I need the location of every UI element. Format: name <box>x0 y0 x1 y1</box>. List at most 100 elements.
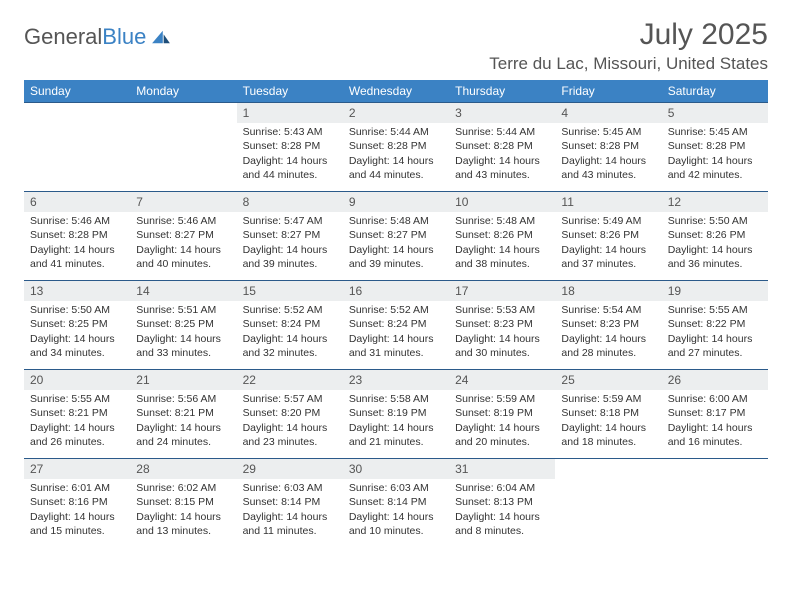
sunset-line: Sunset: 8:27 PM <box>243 228 337 242</box>
day-body: Sunrise: 5:56 AMSunset: 8:21 PMDaylight:… <box>130 390 236 455</box>
sunset-line: Sunset: 8:20 PM <box>243 406 337 420</box>
daylight-line: Daylight: 14 hours and 31 minutes. <box>349 332 443 360</box>
day-header-sat: Saturday <box>662 80 768 102</box>
day-body: Sunrise: 5:46 AMSunset: 8:28 PMDaylight:… <box>24 212 130 277</box>
day-body: Sunrise: 5:48 AMSunset: 8:27 PMDaylight:… <box>343 212 449 277</box>
sunset-line: Sunset: 8:28 PM <box>349 139 443 153</box>
day-body: Sunrise: 6:01 AMSunset: 8:16 PMDaylight:… <box>24 479 130 544</box>
day-cell: 17Sunrise: 5:53 AMSunset: 8:23 PMDayligh… <box>449 281 555 369</box>
day-body: Sunrise: 5:45 AMSunset: 8:28 PMDaylight:… <box>662 123 768 188</box>
daylight-line: Daylight: 14 hours and 34 minutes. <box>30 332 124 360</box>
sunrise-line: Sunrise: 5:50 AM <box>668 214 762 228</box>
month-title: July 2025 <box>489 18 768 52</box>
week-row: 1Sunrise: 5:43 AMSunset: 8:28 PMDaylight… <box>24 102 768 191</box>
daylight-line: Daylight: 14 hours and 26 minutes. <box>30 421 124 449</box>
day-cell: 19Sunrise: 5:55 AMSunset: 8:22 PMDayligh… <box>662 281 768 369</box>
daylight-line: Daylight: 14 hours and 41 minutes. <box>30 243 124 271</box>
brand-logo: GeneralBlue <box>24 18 172 50</box>
daylight-line: Daylight: 14 hours and 27 minutes. <box>668 332 762 360</box>
sunset-line: Sunset: 8:19 PM <box>349 406 443 420</box>
sunset-line: Sunset: 8:26 PM <box>668 228 762 242</box>
day-header-wed: Wednesday <box>343 80 449 102</box>
sunset-line: Sunset: 8:21 PM <box>30 406 124 420</box>
day-number: 8 <box>237 192 343 212</box>
sunset-line: Sunset: 8:28 PM <box>30 228 124 242</box>
sunrise-line: Sunrise: 6:02 AM <box>136 481 230 495</box>
day-number: 14 <box>130 281 236 301</box>
sunrise-line: Sunrise: 5:50 AM <box>30 303 124 317</box>
day-number: 23 <box>343 370 449 390</box>
day-body: Sunrise: 6:04 AMSunset: 8:13 PMDaylight:… <box>449 479 555 544</box>
daylight-line: Daylight: 14 hours and 43 minutes. <box>561 154 655 182</box>
day-number: 31 <box>449 459 555 479</box>
sunset-line: Sunset: 8:28 PM <box>455 139 549 153</box>
sunset-line: Sunset: 8:25 PM <box>136 317 230 331</box>
day-number: 21 <box>130 370 236 390</box>
day-number: 29 <box>237 459 343 479</box>
sunrise-line: Sunrise: 5:52 AM <box>243 303 337 317</box>
day-number: 22 <box>237 370 343 390</box>
day-header-tue: Tuesday <box>237 80 343 102</box>
day-cell <box>555 459 661 547</box>
day-cell: 27Sunrise: 6:01 AMSunset: 8:16 PMDayligh… <box>24 459 130 547</box>
sunrise-line: Sunrise: 5:44 AM <box>455 125 549 139</box>
sunset-line: Sunset: 8:21 PM <box>136 406 230 420</box>
brand-name: GeneralBlue <box>24 24 146 50</box>
day-body: Sunrise: 5:44 AMSunset: 8:28 PMDaylight:… <box>449 123 555 188</box>
day-body: Sunrise: 5:50 AMSunset: 8:25 PMDaylight:… <box>24 301 130 366</box>
sunset-line: Sunset: 8:28 PM <box>243 139 337 153</box>
day-number: 17 <box>449 281 555 301</box>
day-body: Sunrise: 5:46 AMSunset: 8:27 PMDaylight:… <box>130 212 236 277</box>
day-number: 18 <box>555 281 661 301</box>
day-body: Sunrise: 6:03 AMSunset: 8:14 PMDaylight:… <box>237 479 343 544</box>
daylight-line: Daylight: 14 hours and 39 minutes. <box>349 243 443 271</box>
sunrise-line: Sunrise: 5:58 AM <box>349 392 443 406</box>
day-number: 27 <box>24 459 130 479</box>
daylight-line: Daylight: 14 hours and 33 minutes. <box>136 332 230 360</box>
page-header: GeneralBlue July 2025 Terre du Lac, Miss… <box>24 18 768 74</box>
day-number: 28 <box>130 459 236 479</box>
sunset-line: Sunset: 8:23 PM <box>561 317 655 331</box>
day-header-fri: Friday <box>555 80 661 102</box>
sunset-line: Sunset: 8:25 PM <box>30 317 124 331</box>
day-cell: 29Sunrise: 6:03 AMSunset: 8:14 PMDayligh… <box>237 459 343 547</box>
day-body: Sunrise: 6:00 AMSunset: 8:17 PMDaylight:… <box>662 390 768 455</box>
day-number: 16 <box>343 281 449 301</box>
daylight-line: Daylight: 14 hours and 37 minutes. <box>561 243 655 271</box>
sunset-line: Sunset: 8:27 PM <box>136 228 230 242</box>
daylight-line: Daylight: 14 hours and 43 minutes. <box>455 154 549 182</box>
day-number: 20 <box>24 370 130 390</box>
sunrise-line: Sunrise: 6:03 AM <box>349 481 443 495</box>
sunrise-line: Sunrise: 5:48 AM <box>455 214 549 228</box>
sunrise-line: Sunrise: 5:59 AM <box>455 392 549 406</box>
daylight-line: Daylight: 14 hours and 38 minutes. <box>455 243 549 271</box>
daylight-line: Daylight: 14 hours and 10 minutes. <box>349 510 443 538</box>
sunset-line: Sunset: 8:26 PM <box>455 228 549 242</box>
day-cell <box>24 103 130 191</box>
daylight-line: Daylight: 14 hours and 11 minutes. <box>243 510 337 538</box>
day-body: Sunrise: 5:52 AMSunset: 8:24 PMDaylight:… <box>237 301 343 366</box>
day-body: Sunrise: 5:52 AMSunset: 8:24 PMDaylight:… <box>343 301 449 366</box>
day-body: Sunrise: 5:55 AMSunset: 8:21 PMDaylight:… <box>24 390 130 455</box>
sunset-line: Sunset: 8:18 PM <box>561 406 655 420</box>
day-cell: 20Sunrise: 5:55 AMSunset: 8:21 PMDayligh… <box>24 370 130 458</box>
sunrise-line: Sunrise: 6:04 AM <box>455 481 549 495</box>
daylight-line: Daylight: 14 hours and 32 minutes. <box>243 332 337 360</box>
day-body: Sunrise: 5:44 AMSunset: 8:28 PMDaylight:… <box>343 123 449 188</box>
day-body: Sunrise: 5:59 AMSunset: 8:19 PMDaylight:… <box>449 390 555 455</box>
day-number: 2 <box>343 103 449 123</box>
day-cell: 18Sunrise: 5:54 AMSunset: 8:23 PMDayligh… <box>555 281 661 369</box>
day-number: 7 <box>130 192 236 212</box>
sunset-line: Sunset: 8:17 PM <box>668 406 762 420</box>
daylight-line: Daylight: 14 hours and 30 minutes. <box>455 332 549 360</box>
day-cell: 26Sunrise: 6:00 AMSunset: 8:17 PMDayligh… <box>662 370 768 458</box>
day-number: 19 <box>662 281 768 301</box>
day-cell: 5Sunrise: 5:45 AMSunset: 8:28 PMDaylight… <box>662 103 768 191</box>
sunset-line: Sunset: 8:28 PM <box>668 139 762 153</box>
day-header-sun: Sunday <box>24 80 130 102</box>
day-number: 6 <box>24 192 130 212</box>
day-number: 11 <box>555 192 661 212</box>
sunrise-line: Sunrise: 5:48 AM <box>349 214 443 228</box>
daylight-line: Daylight: 14 hours and 21 minutes. <box>349 421 443 449</box>
calendar-grid: Sunday Monday Tuesday Wednesday Thursday… <box>24 80 768 547</box>
